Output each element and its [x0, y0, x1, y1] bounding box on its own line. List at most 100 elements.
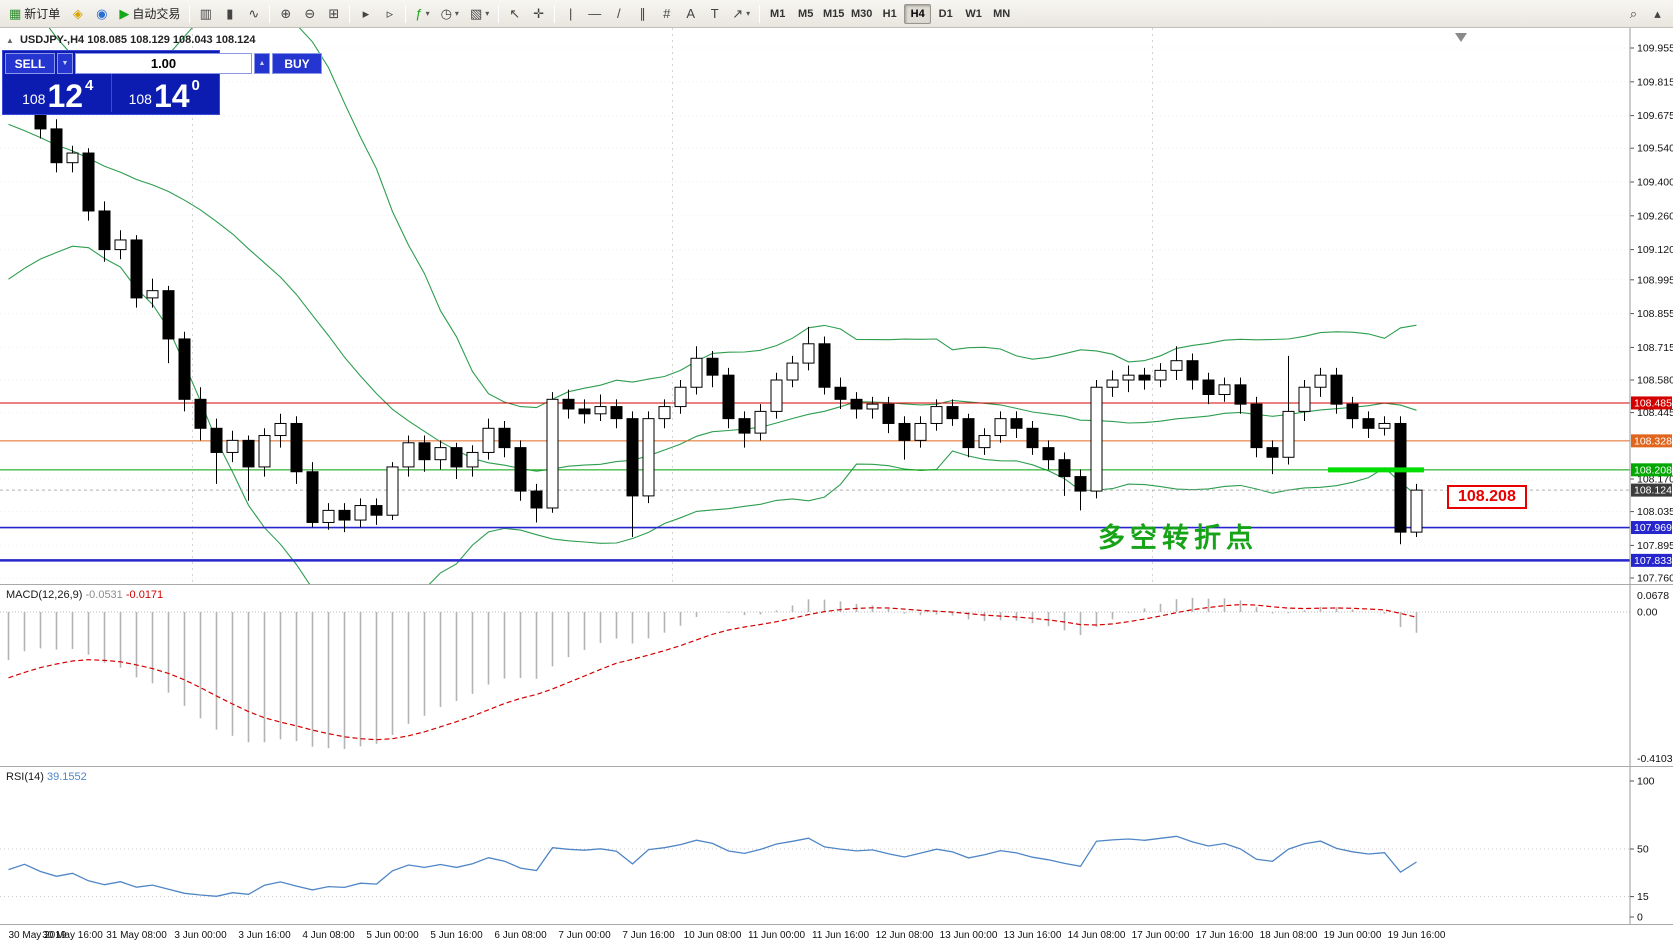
- time-axis-label: 3 Jun 16:00: [238, 930, 291, 941]
- macd-label: MACD(12,26,9) -0.0531 -0.0171: [6, 589, 164, 601]
- autotrading-button[interactable]: ▶ 自动交易: [114, 3, 185, 25]
- autotrading-button-label: 自动交易: [132, 7, 181, 21]
- indicators-icon: ƒ: [415, 6, 423, 21]
- time-axis-label: 11 Jun 00:00: [747, 930, 806, 941]
- indicators-button[interactable]: ƒ ▾: [410, 3, 434, 25]
- scroll-to-end-icon: ▴: [1654, 5, 1661, 21]
- zoom-in-icon: ⊕: [280, 5, 292, 21]
- text-icon: A: [686, 6, 696, 21]
- toolbar-separator: [554, 4, 556, 23]
- svg-text:-0.4103: -0.4103: [1637, 753, 1673, 765]
- vertical-line-icon: |: [569, 6, 573, 21]
- zoom-in-button[interactable]: ⊕: [274, 3, 297, 25]
- timeframe-m1-button[interactable]: M1: [764, 4, 791, 24]
- chart-shift-icon: ▹: [386, 5, 394, 21]
- macd-panel: MACD(12,26,9) -0.0531 -0.0171 0.0678 0.00…: [0, 584, 1673, 767]
- time-axis-label: 30 May 2019: [8, 930, 67, 941]
- svg-text:108.995: 108.995: [1637, 274, 1673, 286]
- svg-text:107.833: 107.833: [1634, 555, 1672, 567]
- channel-icon: ∥: [639, 5, 647, 21]
- timeframe-w1-button[interactable]: W1: [960, 4, 987, 24]
- symbol-period: USDJPY-,H4: [19, 34, 85, 46]
- buy-button[interactable]: BUY: [272, 53, 322, 74]
- search-button[interactable]: ⌕: [1622, 3, 1645, 25]
- timeframe-m5-button[interactable]: M5: [792, 4, 819, 24]
- buy-price[interactable]: 108 14 0: [112, 74, 218, 112]
- svg-text:100: 100: [1637, 776, 1655, 788]
- templates-icon: ▧: [469, 5, 483, 21]
- rsi-chart[interactable]: 100 50 15 0: [0, 767, 1673, 925]
- svg-text:108.715: 108.715: [1637, 342, 1673, 354]
- chart-shift-button[interactable]: ▹: [378, 3, 401, 25]
- crosshair-icon: ✛: [533, 5, 545, 21]
- timeframe-mn-button[interactable]: MN: [988, 4, 1015, 24]
- scroll-to-end-button[interactable]: ▴: [1646, 3, 1669, 25]
- chart-candle-button[interactable]: ▮: [218, 3, 241, 25]
- rsi-label: RSI(14) 39.1552: [6, 771, 87, 783]
- svg-text:109.260: 109.260: [1637, 210, 1673, 222]
- caret-down-icon: ▾: [746, 9, 751, 18]
- auto-scroll-button[interactable]: ▸: [354, 3, 377, 25]
- arrows-button[interactable]: ↗ ▾: [727, 3, 755, 25]
- chart-line-icon: ∿: [248, 5, 260, 21]
- time-axis-label: 3 Jun 00:00: [174, 930, 227, 941]
- timeframe-m30-button[interactable]: M30: [848, 4, 875, 24]
- cursor-button[interactable]: ↖: [503, 3, 526, 25]
- toolbar: ▦ 新订单 ◈ ◉ ▶ 自动交易 ▥ ▮ ∿ ⊕ ⊖ ⊞ ▸ ▹ ƒ ▾ ◷ ▾ ▧ ▾ ↖ ✛ | — / ∥ # A T ↗ ▾ M1 M5…: [0, 0, 1673, 28]
- timeframe-m15-button[interactable]: M15: [820, 4, 847, 24]
- svg-text:107.760: 107.760: [1637, 573, 1673, 585]
- tile-windows-button[interactable]: ⊞: [322, 3, 345, 25]
- vertical-line-button[interactable]: |: [559, 3, 582, 25]
- ohlc-close: 108.124: [215, 34, 256, 46]
- crosshair-button[interactable]: ✛: [527, 3, 550, 25]
- timeframe-d1-button[interactable]: D1: [932, 4, 959, 24]
- periods-icon: ◷: [440, 5, 452, 21]
- chart-annotation-text[interactable]: 多空转折点: [1098, 523, 1258, 553]
- buy-price-pip: 0: [191, 77, 200, 94]
- search-icon: ⌕: [1629, 5, 1638, 21]
- volume-decrease-button[interactable]: ▼: [57, 53, 73, 74]
- community-button[interactable]: ◉: [90, 3, 113, 25]
- horizontal-line-button[interactable]: —: [583, 3, 606, 25]
- chart-line-button[interactable]: ∿: [242, 3, 265, 25]
- timeframe-h4-button[interactable]: H4: [904, 3, 932, 24]
- time-axis-label: 31 May 08:00: [106, 930, 167, 941]
- svg-text:109.120: 109.120: [1637, 244, 1673, 256]
- svg-text:109.815: 109.815: [1637, 76, 1673, 88]
- caret-down-icon: ▾: [485, 9, 490, 18]
- vol0ume-increase-button[interactable]: ▲: [254, 53, 270, 74]
- buy-price-prefix: 108: [128, 91, 152, 107]
- label-button[interactable]: T: [703, 3, 726, 25]
- periods-button[interactable]: ◷ ▾: [436, 3, 464, 25]
- sell-button[interactable]: SELL: [5, 53, 55, 74]
- new-order-icon: ▦: [9, 5, 22, 21]
- label-icon: T: [710, 6, 719, 21]
- price-chart[interactable]: 109.955 109.815 109.675 109.540 109.400 109.2…: [0, 28, 1673, 584]
- volume-input[interactable]: [75, 53, 252, 74]
- timeframe-h1-button[interactable]: H1: [876, 4, 903, 24]
- time-axis[interactable]: 30 May 2019 30 May 16:00 31 May 08:00 3 Jun…: [0, 924, 1673, 951]
- toolbar-separator: [498, 4, 500, 23]
- charts-menu-button[interactable]: ◈: [66, 3, 89, 25]
- svg-text:109.400: 109.400: [1637, 177, 1673, 189]
- channel-button[interactable]: ∥: [631, 3, 654, 25]
- time-axis-label: 4 Jun 08:00: [302, 930, 355, 941]
- svg-text:109.675: 109.675: [1637, 110, 1673, 122]
- templates-button[interactable]: ▧ ▾: [465, 3, 494, 25]
- trendline-button[interactable]: /: [607, 3, 630, 25]
- level-price-label[interactable]: 108.208: [1447, 485, 1527, 509]
- community-icon: ◉: [96, 5, 108, 21]
- chart-bar-button[interactable]: ▥: [194, 3, 217, 25]
- fibonacci-button[interactable]: #: [655, 3, 678, 25]
- svg-text:108.208: 108.208: [1634, 464, 1672, 476]
- collapse-icon[interactable]: ▲: [6, 36, 14, 45]
- text-button[interactable]: A: [679, 3, 702, 25]
- macd-chart[interactable]: 0.0678 0.00 -0.4103: [0, 585, 1673, 767]
- new-order-button[interactable]: ▦ 新订单: [4, 3, 65, 25]
- sell-price[interactable]: 108 12 4: [5, 74, 112, 112]
- auto-scroll-icon: ▸: [362, 5, 370, 21]
- one-click-trading-panel: SELL ▼ ▲ BUY 108 12 4 108 14 0: [2, 50, 322, 115]
- zoom-out-button[interactable]: ⊖: [298, 3, 321, 25]
- zoom-out-icon: ⊖: [304, 5, 316, 21]
- cursor-icon: ↖: [509, 5, 521, 21]
